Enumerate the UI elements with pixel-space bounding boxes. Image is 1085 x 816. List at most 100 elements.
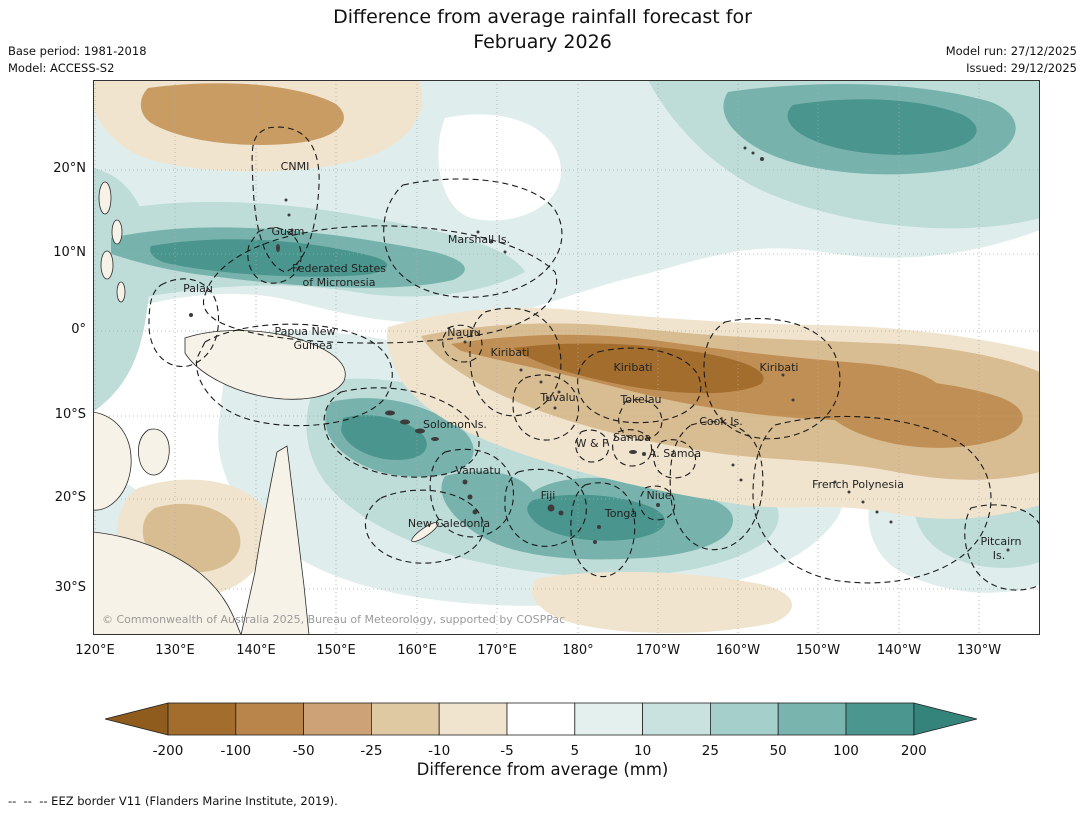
colorbar-segment <box>710 702 779 736</box>
map-place-label: Pitcairn <box>981 535 1022 548</box>
colorbar-tick-label: -50 <box>293 743 315 759</box>
eez-tokelau <box>618 399 663 441</box>
colorbar-tick-label: 5 <box>571 743 580 759</box>
eez-tonga <box>570 482 636 578</box>
map-place-label: Palau <box>183 282 213 295</box>
lat-tick-label: 10°S <box>54 407 86 422</box>
australia-land <box>93 531 242 635</box>
colorbar-right-arrow <box>913 702 978 736</box>
colorbar: -200 -100 -50 -25 -10 -5 5 10 25 50 100 200 <box>104 702 978 759</box>
map-place-label: New Caledonia <box>408 517 490 530</box>
lat-tick-label: 30°S <box>54 580 86 595</box>
map-place-label: Kiribati <box>760 361 799 374</box>
map-place-label: Samoa <box>613 431 651 444</box>
lon-tick-label: 140°W <box>876 643 922 658</box>
map-place-label: Vanuatu <box>455 464 500 477</box>
map-place-label: Solomon Is. <box>423 418 487 431</box>
colorbar-tick-label: 100 <box>833 743 859 759</box>
map-place-label: Kiribati <box>491 346 530 359</box>
map-place-label: Tuvalu <box>539 391 575 404</box>
colorbar-segment <box>370 702 440 736</box>
colorbar-segment <box>642 702 711 736</box>
colorbar-tick-label: 25 <box>702 743 719 759</box>
lat-tick-label: 0° <box>71 322 86 337</box>
eez-kiribati-gilbert <box>469 307 562 417</box>
map-place-label: Kiribati <box>614 361 653 374</box>
lon-tick-label: 170°E <box>477 643 517 658</box>
title-line-1: Difference from average rainfall forecas… <box>333 6 752 28</box>
colorbar-segment <box>777 702 847 736</box>
colorbar-tick-label: 200 <box>901 743 927 759</box>
map-place-label: Guinea <box>293 339 332 352</box>
title-line-2: February 2026 <box>473 31 612 53</box>
lon-tick-label: 160°E <box>397 643 437 658</box>
map-place-label: of Micronesia <box>303 276 376 289</box>
colorbar-tick-label: -200 <box>153 743 184 759</box>
colorbar-segment <box>506 702 576 736</box>
colorbar-tick-label: 10 <box>634 743 651 759</box>
meta-right: Model run: 27/12/2025 Issued: 29/12/2025 <box>946 43 1077 77</box>
colorbar-segment <box>438 702 508 736</box>
colorbar-tick-label: 50 <box>770 743 787 759</box>
eez-wallis-futuna <box>575 429 610 463</box>
map-place-label: Tokelau <box>619 393 661 406</box>
lon-tick-label: 120°E <box>75 643 115 658</box>
lon-tick-label: 130°W <box>956 643 1002 658</box>
lat-tick-label: 10°N <box>53 245 86 260</box>
meta-left: Base period: 1981-2018 Model: ACCESS-S2 <box>8 43 147 77</box>
lat-tick-label: 20°N <box>53 161 86 176</box>
map-place-label: A. Samoa <box>649 447 701 460</box>
new-guinea-land <box>184 330 346 400</box>
colorbar-tick-label: -10 <box>428 743 450 759</box>
model-run-text: Model run: 27/12/2025 <box>945 44 1077 58</box>
copyright-text: © Commonwealth of Australia 2025, Bureau… <box>102 613 566 626</box>
map-place-label: Tonga <box>604 507 637 520</box>
lon-tick-label: 150°E <box>316 643 356 658</box>
map-place-label: Guam <box>272 225 305 238</box>
map-place-label: Is. <box>993 549 1005 562</box>
colorbar-segment <box>574 702 643 736</box>
map-place-label: Nauru <box>447 326 480 339</box>
borneo-land <box>93 411 132 511</box>
cape-york-land <box>240 445 310 635</box>
eez-kiribati-phoenix <box>577 347 702 424</box>
lon-tick-label: 170°W <box>635 643 681 658</box>
colorbar-tick-label: -5 <box>500 743 513 759</box>
map-place-label: W & F <box>576 437 609 450</box>
eez-cnmi <box>251 126 320 273</box>
philippines-island <box>100 250 114 280</box>
model-text: Model: ACCESS-S2 <box>8 61 115 75</box>
map-place-label: CNMI <box>281 160 310 173</box>
colorbar-title: Difference from average (mm) <box>416 760 669 779</box>
small-islands <box>189 146 1010 552</box>
eez-legend-note: -- -- -- EEZ border V11 (Flanders Marine… <box>8 794 338 808</box>
eez-samoa <box>612 429 653 467</box>
eez-niue <box>639 485 676 521</box>
eez-palau <box>148 278 220 368</box>
philippines-island <box>111 219 123 245</box>
lon-tick-label: 150°W <box>795 643 841 658</box>
issued-text: Issued: 29/12/2025 <box>966 61 1077 75</box>
lon-tick-label: 160°W <box>715 643 761 658</box>
colorbar-segment <box>845 702 915 736</box>
colorbar-tick-label: -100 <box>220 743 251 759</box>
graticule-gridlines <box>93 80 1040 635</box>
map-place-label: Marshall Is. <box>448 233 510 246</box>
colorbar-segment <box>167 702 237 736</box>
eez-fiji <box>504 468 587 547</box>
lon-tick-label: 180° <box>562 643 594 658</box>
map-place-label: Niue <box>646 489 671 502</box>
eez-marshall <box>383 178 563 298</box>
map-area: CNMI Guam Marshall Is. Federated States of M… <box>93 80 1040 635</box>
eez-guam <box>247 227 302 284</box>
map-frame <box>93 80 1040 635</box>
eez-french-polynesia <box>752 415 992 584</box>
map-place-label: Papua New <box>274 325 335 338</box>
colorbar-segment <box>235 702 305 736</box>
eez-nauru <box>442 324 483 363</box>
eez-vanuatu <box>429 448 514 538</box>
colorbar-tick-label: -25 <box>360 743 382 759</box>
